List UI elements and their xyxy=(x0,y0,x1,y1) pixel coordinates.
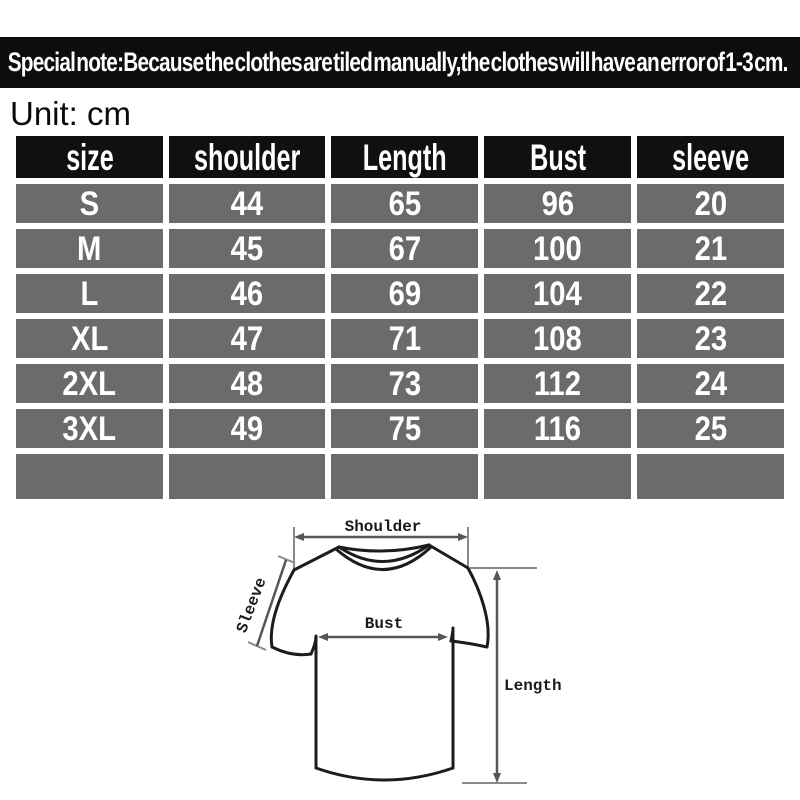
right-sleeve-cuff xyxy=(449,639,489,649)
header-shoulder: shoulder xyxy=(169,136,326,178)
cell-sleeve: 24 xyxy=(637,364,785,403)
table-header-row: size shoulder Length Bust sleeve xyxy=(16,136,785,178)
bust-measure: Bust xyxy=(318,615,448,641)
right-shoulder-seam xyxy=(427,543,470,570)
header-length-label: Length xyxy=(362,136,447,178)
sleeve-measure-line xyxy=(255,559,288,647)
special-note-banner: Special note:Because the clothes are til… xyxy=(0,37,800,88)
empty-cell xyxy=(16,454,163,499)
cell-bust: 96 xyxy=(484,184,632,223)
tshirt-measurement-diagram: Shoulder Sleeve Bust Length xyxy=(233,518,562,784)
cell-sleeve: 25 xyxy=(637,409,785,448)
sleeve-label: Sleeve xyxy=(233,575,270,635)
header-size: size xyxy=(16,136,163,178)
empty-cell xyxy=(331,454,479,499)
shoulder-arrow-left-icon xyxy=(294,533,304,541)
cell-length: 73 xyxy=(331,364,479,403)
table-row-2xl: 2XL 48 73 112 24 xyxy=(16,364,785,403)
cell-size: L xyxy=(16,274,163,313)
table-empty-row xyxy=(16,454,785,499)
length-arrow-bottom-icon xyxy=(493,773,501,783)
table-row-m: M 45 67 100 21 xyxy=(16,229,785,268)
shoulder-measure: Shoulder xyxy=(293,518,469,570)
header-length: Length xyxy=(331,136,479,178)
header-shoulder-label: shoulder xyxy=(194,136,301,178)
bust-arrow-left-icon xyxy=(318,633,328,641)
left-sleeve-outer xyxy=(269,568,296,649)
left-shoulder-seam xyxy=(292,545,341,572)
right-body-side xyxy=(449,626,455,770)
shoulder-arrow-right-icon xyxy=(458,533,468,541)
cell-sleeve: 21 xyxy=(637,229,785,268)
collar-back-curve xyxy=(337,543,431,553)
collar-band-outer xyxy=(334,545,433,571)
header-sleeve-label: sleeve xyxy=(672,136,750,178)
length-measure: Length xyxy=(462,567,562,784)
cell-size: 3XL xyxy=(16,409,163,448)
length-arrow-top-icon xyxy=(493,570,501,580)
bust-label: Bust xyxy=(365,615,403,633)
cell-sleeve: 20 xyxy=(637,184,785,223)
cell-bust: 116 xyxy=(484,409,632,448)
cell-length: 75 xyxy=(331,409,479,448)
cell-size: 2XL xyxy=(16,364,163,403)
shoulder-label: Shoulder xyxy=(345,518,422,536)
cell-length: 71 xyxy=(331,319,479,358)
table-row-3xl: 3XL 49 75 116 25 xyxy=(16,409,785,448)
bust-arrow-right-icon xyxy=(438,633,448,641)
hem-curve xyxy=(314,766,455,782)
length-label: Length xyxy=(504,677,562,695)
empty-cell xyxy=(637,454,785,499)
unit-label: Unit: cm xyxy=(10,95,132,132)
header-bust: Bust xyxy=(484,136,632,178)
empty-cell xyxy=(169,454,326,499)
cell-size: XL xyxy=(16,319,163,358)
table-row-s: S 44 65 96 20 xyxy=(16,184,785,223)
cell-bust: 104 xyxy=(484,274,632,313)
cell-shoulder: 45 xyxy=(169,229,326,268)
cell-length: 65 xyxy=(331,184,479,223)
header-size-label: size xyxy=(65,136,114,178)
cell-shoulder: 46 xyxy=(169,274,326,313)
right-sleeve-outer xyxy=(466,566,490,649)
cell-length: 67 xyxy=(331,229,479,268)
left-sleeve-cuff xyxy=(270,645,313,657)
size-chart-table: size shoulder Length Bust sleeve S 44 65… xyxy=(10,130,790,505)
tshirt-outline xyxy=(269,543,490,782)
cell-shoulder: 48 xyxy=(169,364,326,403)
table-row-l: L 46 69 104 22 xyxy=(16,274,785,313)
cell-size: M xyxy=(16,229,163,268)
special-note-text: Special note:Because the clothes are til… xyxy=(7,47,789,77)
cell-shoulder: 47 xyxy=(169,319,326,358)
sleeve-tick-bottom xyxy=(247,641,267,651)
cell-shoulder: 49 xyxy=(169,409,326,448)
sleeve-tick-top xyxy=(277,555,296,564)
empty-cell xyxy=(484,454,632,499)
table-row-xl: XL 47 71 108 23 xyxy=(16,319,785,358)
left-body-side xyxy=(309,634,318,770)
header-sleeve: sleeve xyxy=(637,136,785,178)
cell-bust: 100 xyxy=(484,229,632,268)
collar-band-inner xyxy=(337,543,431,563)
cell-bust: 108 xyxy=(484,319,632,358)
cell-shoulder: 44 xyxy=(169,184,326,223)
cell-length: 69 xyxy=(331,274,479,313)
cell-sleeve: 22 xyxy=(637,274,785,313)
cell-sleeve: 23 xyxy=(637,319,785,358)
cell-size: S xyxy=(16,184,163,223)
header-bust-label: Bust xyxy=(529,136,586,178)
sleeve-measure: Sleeve xyxy=(233,555,296,651)
cell-bust: 112 xyxy=(484,364,632,403)
